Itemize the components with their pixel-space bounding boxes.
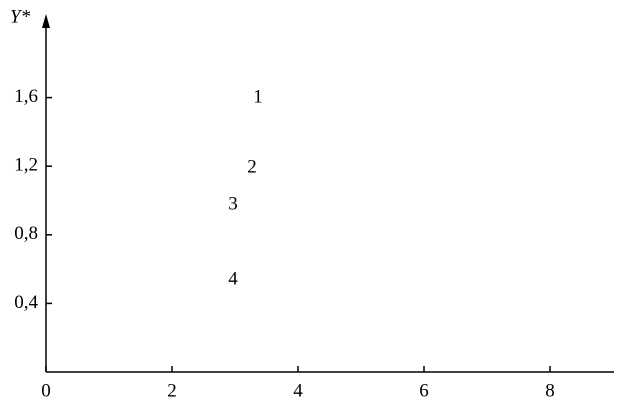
y-tick-label: 1,6: [14, 86, 38, 107]
y-tick-label: 0,4: [14, 292, 38, 313]
x-tick-label: 6: [419, 380, 429, 401]
x-tick-label: 4: [293, 380, 303, 401]
series-label: 1: [253, 86, 263, 107]
x-tick-label: 0: [41, 380, 51, 401]
y-axis-arrow: [42, 14, 50, 28]
y-tick-label: 0,8: [14, 223, 38, 244]
series-label: 3: [228, 193, 238, 214]
x-tick-label: 2: [167, 380, 177, 401]
y-axis-label: Y*: [10, 6, 31, 27]
y-tick-label: 1,2: [14, 155, 38, 176]
x-tick-label: 8: [545, 380, 555, 401]
series-label: 2: [247, 156, 257, 177]
series-label: 4: [228, 268, 238, 289]
